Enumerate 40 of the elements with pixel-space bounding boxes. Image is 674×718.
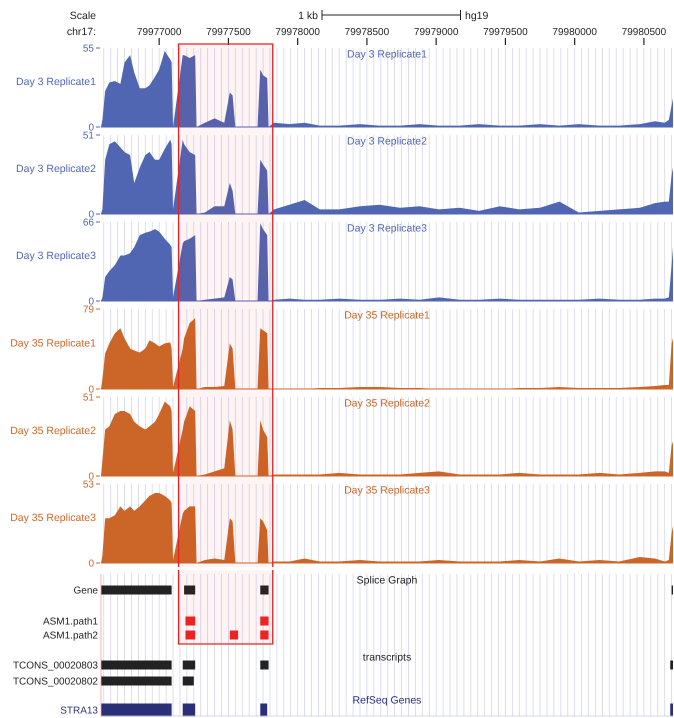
text: hg19 [465, 10, 489, 22]
y-tick-label: 51 [82, 392, 94, 404]
x-tick-label: 79980500 [622, 27, 667, 38]
x-axis-title: chr17: [66, 26, 96, 38]
chart-title: Day 35 Replicate2 [344, 398, 430, 410]
y-tick-label: TCONS_00020803 [12, 660, 98, 672]
y-tick-label: Gene [74, 586, 98, 596]
annotation: RefSeq Genes [352, 694, 422, 707]
x-tick-label: 79979000 [414, 27, 459, 38]
x-tick-label: 79980000 [552, 27, 598, 38]
x-tick-label: 79977000 [136, 27, 182, 38]
y-tick-label: 79 [82, 304, 94, 316]
y-tick-label: STRA13 [60, 706, 98, 716]
y-axis-title: Day 3 Replicate1 [16, 76, 96, 88]
text: 1 kb [298, 10, 318, 22]
y-tick-label: 0 [88, 558, 94, 570]
y-tick-label: 53 [82, 480, 94, 490]
x-tick-label: 79977500 [206, 27, 252, 38]
y-tick-label: ASM1.path2 [42, 630, 98, 642]
y-axis-title: Day 35 Replicate3 [10, 512, 96, 524]
y-axis-title: Day 35 Replicate1 [10, 338, 96, 350]
y-axis-title: Day 3 Replicate3 [16, 250, 96, 262]
text: Scale [70, 10, 96, 22]
y-axis-title: Day 35 Replicate2 [10, 425, 96, 438]
chart-title: Day 35 Replicate3 [344, 484, 430, 497]
chart-title: Day 3 Replicate2 [347, 136, 428, 148]
y-axis-title: Day 3 Replicate2 [16, 163, 96, 176]
annotation: Splice Graph [356, 574, 418, 587]
y-tick-label: TCONS_00020802 [12, 676, 98, 688]
y-tick-label: ASM1.path1 [42, 616, 98, 628]
x-tick-label: 79978000 [275, 27, 320, 38]
chart-title: Day 3 Replicate3 [347, 222, 428, 235]
x-tick-label: 79979500 [483, 27, 528, 38]
x-tick-label: 79978500 [344, 27, 390, 38]
chart-title: Day 35 Replicate1 [344, 310, 430, 322]
annotation: transcripts [362, 652, 412, 664]
y-tick-label: 51 [82, 130, 94, 142]
y-tick-label: 55 [82, 44, 94, 54]
y-tick-label: 66 [82, 218, 94, 228]
chart-title: Day 3 Replicate1 [347, 48, 428, 61]
